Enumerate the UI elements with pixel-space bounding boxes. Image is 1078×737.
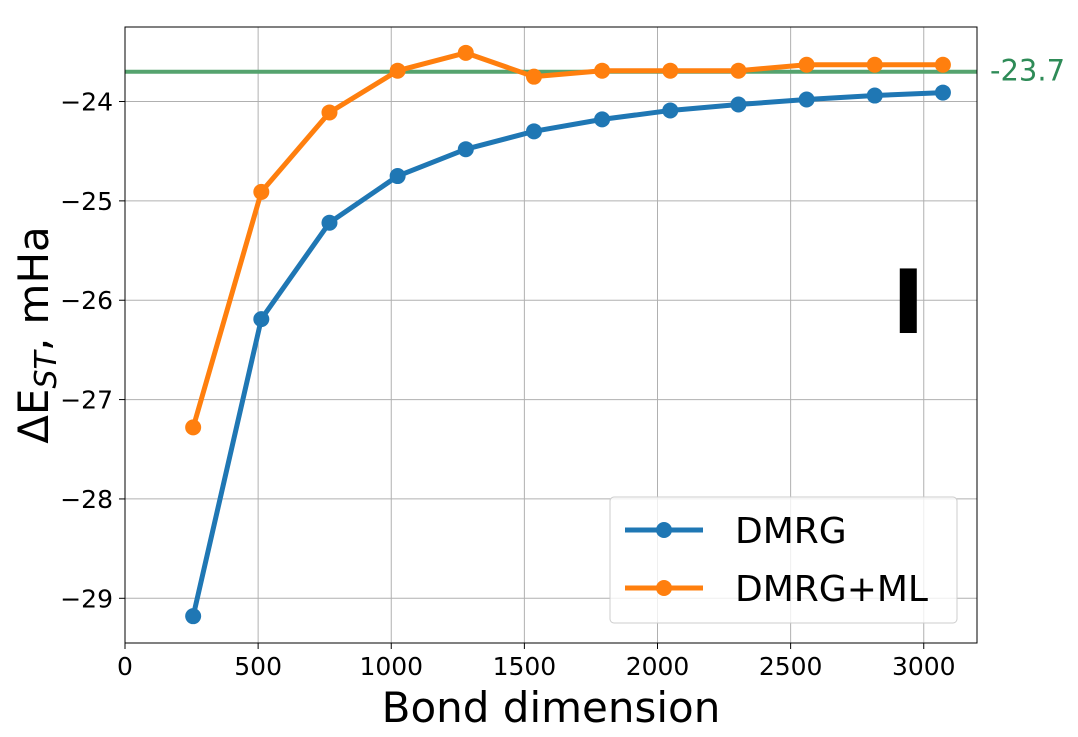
plot-frame <box>124 26 978 644</box>
legend-marker-dmrg <box>656 522 672 538</box>
data-point-dmrg-ml <box>525 68 542 85</box>
data-point-dmrg-ml <box>866 56 883 73</box>
grid-lines <box>124 27 977 643</box>
data-point-dmrg <box>185 608 202 625</box>
series-line-dmrg-ml <box>190 50 946 430</box>
data-point-dmrg-ml <box>321 104 338 121</box>
y-tick-label: −26 <box>60 286 113 315</box>
y-axis-label: ΔEST, mHa <box>9 226 64 444</box>
legend-label-dmrg: DMRG <box>735 511 847 552</box>
data-point-dmrg-ml <box>594 62 611 79</box>
error-bar-group <box>899 268 917 334</box>
data-point-dmrg <box>321 214 338 231</box>
y-tick-label: −25 <box>60 187 113 216</box>
data-point-dmrg-ml <box>934 56 951 73</box>
data-point-dmrg <box>389 168 406 185</box>
data-point-dmrg-ml <box>457 44 474 61</box>
error-bar <box>899 268 917 334</box>
y-axis-label-prefix: ΔE <box>9 389 58 444</box>
y-axis-label-subscript: ST <box>29 348 64 388</box>
series-group <box>185 44 951 625</box>
data-point-dmrg <box>594 111 611 128</box>
data-point-dmrg <box>253 311 270 328</box>
y-tick-label: −24 <box>60 88 113 117</box>
y-tick-label: −28 <box>60 485 113 514</box>
data-point-dmrg-ml <box>662 62 679 79</box>
data-point-dmrg-ml <box>730 62 747 79</box>
data-point-dmrg <box>662 102 679 119</box>
x-axis-label: Bond dimension <box>382 683 721 732</box>
data-point-dmrg <box>730 96 747 113</box>
x-tick-label: 0 <box>117 652 133 681</box>
x-tick-label: 2000 <box>626 652 690 681</box>
legend: DMRG DMRG+ML <box>609 496 958 624</box>
x-axis-ticks: 0 500 1000 1500 2000 2500 3000 <box>117 643 956 681</box>
x-tick-label: 1500 <box>493 652 557 681</box>
data-point-dmrg <box>798 91 815 108</box>
legend-label-dmrg-ml: DMRG+ML <box>735 569 928 610</box>
y-axis-label-suffix: , mHa <box>9 226 58 351</box>
data-point-dmrg <box>525 123 542 140</box>
y-tick-label: −27 <box>60 386 113 415</box>
data-point-dmrg-ml <box>798 56 815 73</box>
y-tick-label: −29 <box>60 584 113 613</box>
x-tick-label: 1000 <box>359 652 423 681</box>
data-point-dmrg-ml <box>185 419 202 436</box>
data-point-dmrg-ml <box>389 62 406 79</box>
data-point-dmrg-ml <box>253 183 270 200</box>
data-point-dmrg <box>866 87 883 104</box>
data-point-dmrg <box>457 141 474 158</box>
data-point-dmrg <box>934 84 951 101</box>
series-line-dmrg <box>190 90 946 619</box>
legend-marker-dmrg-ml <box>656 580 672 596</box>
x-tick-label: 3000 <box>892 652 956 681</box>
x-tick-label: 500 <box>234 652 282 681</box>
reference-line-label: -23.7 <box>990 54 1065 88</box>
x-tick-label: 2500 <box>759 652 823 681</box>
y-axis-ticks: −29 −28 −27 −26 −25 −24 <box>60 88 125 613</box>
